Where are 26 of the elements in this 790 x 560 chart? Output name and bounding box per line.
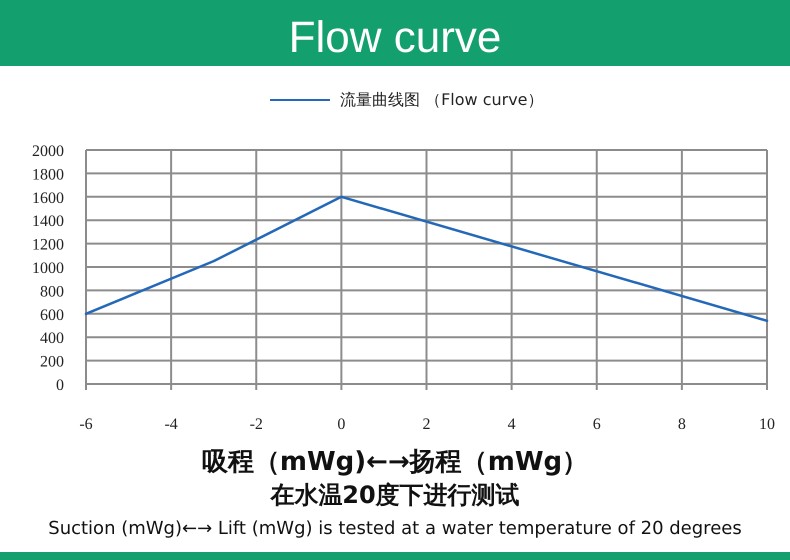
- chart-title: Flow curve: [288, 13, 502, 62]
- x-axis-title: 吸程（mWg)←→扬程（mWg）: [202, 447, 588, 477]
- x-tick-label: 0: [337, 416, 346, 433]
- y-tick-label: 800: [40, 283, 64, 300]
- y-tick-label: 2000: [32, 143, 64, 160]
- y-tick-label: 1000: [32, 260, 64, 277]
- x-tick-label: 4: [508, 416, 516, 433]
- text: 在水温20度下进行测试: [269, 481, 520, 509]
- y-tick-label: 1200: [32, 236, 64, 254]
- x-tick-label: 6: [592, 416, 601, 433]
- y-tick-label: 1800: [32, 166, 64, 184]
- x-tick-label: 8: [678, 416, 686, 433]
- x-tick-label: -6: [79, 416, 93, 433]
- text: Suction (mWg)←→ Lift (mWg) is tested at a water temperature of 20 degrees: [48, 518, 742, 539]
- x-tick-label: 10: [759, 416, 775, 433]
- y-tick-label: 200: [40, 354, 64, 371]
- y-tick-label: 600: [40, 306, 64, 324]
- y-tick-label: 0: [56, 377, 64, 394]
- y-tick-label: 1600: [32, 190, 64, 207]
- y-tick-label: 400: [40, 330, 64, 348]
- y-tick-label: 1400: [32, 213, 64, 230]
- x-tick-label: -2: [250, 416, 263, 433]
- line-series: [84, 196, 768, 322]
- x-tick-label: -4: [164, 416, 178, 433]
- legend-label: 流量曲线图 （Flow curve）: [340, 90, 544, 109]
- x-tick-label: 2: [422, 416, 430, 433]
